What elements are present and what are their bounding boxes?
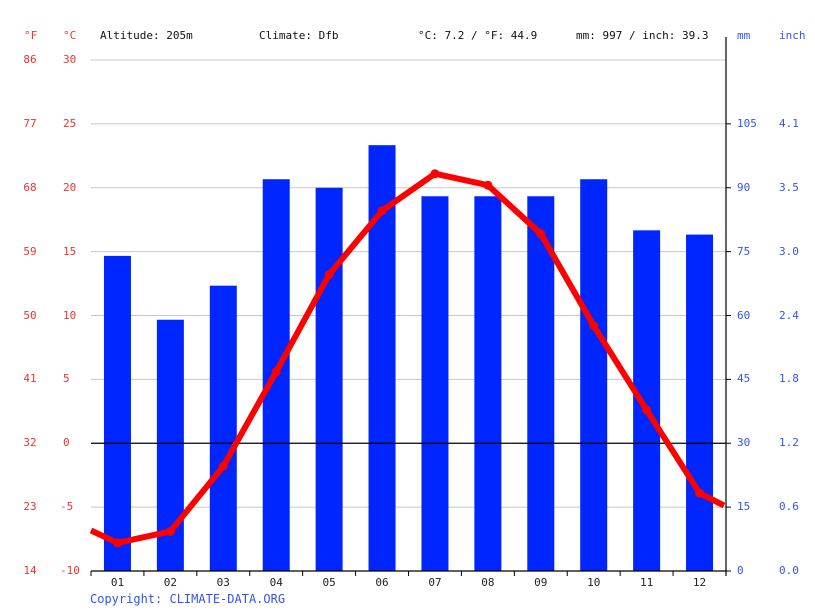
month-tick-label: 09 [534, 576, 548, 589]
fahrenheit-tick-label: 68 [23, 180, 37, 194]
fahrenheit-tick-label: 23 [23, 500, 37, 514]
mm-tick-label: 75 [737, 244, 751, 258]
temperature-point [112, 538, 122, 548]
mm-tick-label: 60 [737, 308, 751, 322]
precipitation-bar [315, 187, 343, 571]
celsius-unit-label: °C [63, 29, 77, 42]
fahrenheit-tick-label: 14 [23, 564, 37, 577]
mm-tick-label: 105 [737, 116, 757, 130]
celsius-tick-label: 20 [63, 180, 77, 194]
gridlines [91, 59, 726, 508]
celsius-tick-label: -10 [60, 564, 80, 577]
fahrenheit-unit-label: °F [24, 29, 38, 42]
mm-tick-label: 15 [737, 500, 751, 514]
inch-tick-label: 2.4 [779, 308, 799, 322]
mm-unit-label: mm [737, 29, 751, 42]
precipitation-bars [103, 145, 714, 572]
precipitation-total-label: mm: 997 / inch: 39.3 [576, 29, 709, 42]
temperature-point [695, 488, 705, 498]
month-tick-label: 04 [269, 576, 283, 589]
temperature-line [89, 169, 726, 548]
month-tick-label: 03 [216, 576, 230, 589]
mm-tick-label: 90 [737, 180, 751, 194]
inch-tick-label: 1.2 [779, 436, 799, 450]
chart-axes [90, 37, 731, 576]
month-tick-label: 10 [587, 576, 601, 589]
celsius-tick-label: 0 [63, 436, 70, 450]
precipitation-bar [580, 179, 608, 571]
precipitation-bar [527, 196, 555, 571]
fahrenheit-tick-label: 59 [23, 244, 37, 258]
copyright-link[interactable]: Copyright: CLIMATE-DATA.ORG [90, 592, 286, 606]
temperature-point [642, 405, 652, 415]
month-tick-label: 12 [692, 576, 707, 589]
month-tick-label: 05 [322, 576, 336, 589]
temperature-point [430, 169, 440, 179]
precipitation-bar [368, 145, 396, 571]
celsius-tick-label: 15 [63, 244, 77, 258]
fahrenheit-tick-label: 41 [23, 372, 37, 386]
fahrenheit-tick-label: 32 [23, 436, 37, 450]
temperature-point [589, 321, 599, 331]
inch-tick-label: 3.0 [779, 244, 799, 258]
inch-tick-label: 4.1 [779, 116, 799, 130]
celsius-tick-label: 10 [63, 308, 77, 322]
precipitation-bar [209, 285, 237, 571]
precipitation-bar [633, 230, 661, 572]
month-tick-label: 06 [375, 576, 389, 589]
precipitation-bar [103, 255, 131, 571]
inch-tick-label: 0.6 [779, 500, 799, 514]
inch-unit-label: inch [779, 29, 806, 42]
fahrenheit-tick-label: 86 [23, 53, 37, 66]
temperature-point [377, 206, 387, 216]
temperature-point [165, 526, 175, 536]
month-tick-label: 01 [110, 576, 125, 589]
precipitation-bar [686, 234, 714, 571]
celsius-tick-label: 30 [63, 53, 77, 66]
climate-label: Climate: Dfb [259, 29, 339, 42]
fahrenheit-tick-label: 50 [23, 308, 37, 322]
mm-tick-label: 30 [737, 436, 751, 450]
temperature-average-label: °C: 7.2 / °F: 44.9 [418, 29, 538, 42]
fahrenheit-tick-label: 77 [23, 116, 37, 130]
inch-tick-label: 1.8 [779, 372, 799, 386]
month-tick-label: 08 [481, 576, 495, 589]
precipitation-bar [421, 196, 449, 571]
month-tick-label: 07 [428, 576, 442, 589]
month-tick-label: 02 [163, 576, 177, 589]
precipitation-bar [474, 196, 502, 571]
celsius-tick-label: 25 [63, 116, 77, 130]
celsius-tick-label: 5 [63, 372, 70, 386]
inch-tick-label: 0.0 [779, 564, 799, 577]
temperature-polyline [89, 170, 726, 546]
altitude-label: Altitude: 205m [100, 29, 193, 42]
inch-tick-label: 3.5 [779, 180, 799, 194]
month-tick-label: 11 [640, 576, 654, 589]
mm-tick-label: 0 [737, 564, 744, 577]
temperature-point [483, 180, 493, 190]
temperature-point [271, 367, 281, 377]
temperature-point [536, 229, 546, 239]
mm-tick-label: 45 [737, 372, 751, 386]
celsius-tick-label: -5 [60, 500, 74, 514]
temperature-point [218, 461, 228, 471]
temperature-point [324, 270, 334, 280]
